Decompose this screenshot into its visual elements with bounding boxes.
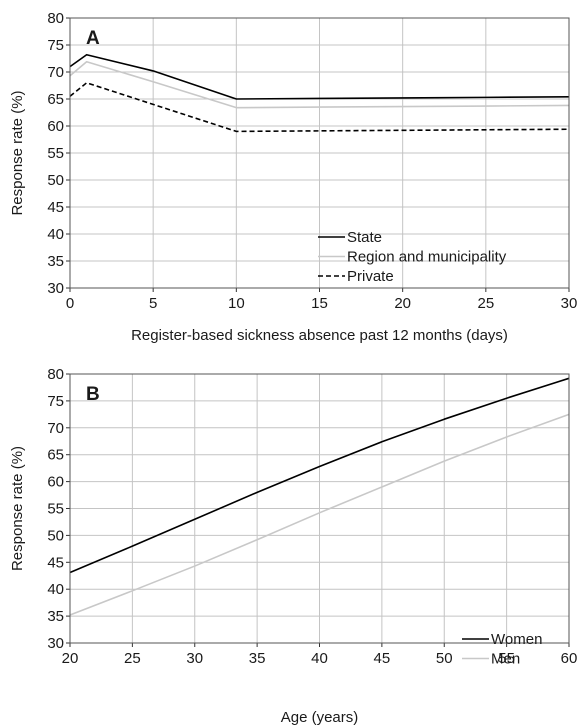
x-tick-label: 25 [124, 650, 141, 667]
panel-a: 30 35 40 45 50 55 60 65 70 75 80 0 5 10 15 20 25 30 A State… [9, 10, 577, 344]
panel-label: B [86, 384, 100, 405]
y-tick-label: 75 [47, 393, 64, 410]
x-tick-label: 20 [62, 650, 79, 667]
y-tick-label: 40 [47, 581, 64, 598]
x-tick-label: 50 [436, 650, 453, 667]
series-line-0 [69, 377, 570, 574]
y-axis-label: Response rate (%) [9, 446, 26, 571]
x-tick-label: 35 [249, 650, 266, 667]
y-tick-label: 55 [47, 501, 64, 518]
y-tick-label: 30 [47, 635, 64, 652]
y-tick-label: 35 [47, 253, 64, 270]
y-tick-label: 45 [47, 554, 64, 571]
y-tick-label: 35 [47, 608, 64, 625]
x-tick-label: 40 [311, 650, 328, 667]
x-tick-label: 55 [498, 650, 515, 667]
plot-frame [69, 373, 570, 644]
x-tick-label: 5 [149, 295, 157, 312]
x-tick-label: 15 [311, 295, 328, 312]
y-tick-label: 70 [47, 420, 64, 437]
y-tick-label: 50 [47, 172, 64, 189]
x-axis-label: Register-based sickness absence past 12 … [131, 327, 508, 344]
legend-label: Private [347, 268, 394, 285]
x-axis-label: Age (years) [281, 709, 359, 726]
series-line-1 [69, 60, 570, 109]
series-line-0 [69, 53, 570, 100]
legend-label: State [347, 229, 382, 246]
legend-label: Men [491, 651, 520, 668]
y-tick-label: 60 [47, 118, 64, 135]
x-tick-label: 30 [561, 295, 578, 312]
series-line-1 [69, 413, 570, 616]
x-tick-label: 45 [374, 650, 391, 667]
plot-frame [69, 17, 570, 289]
series-line-2 [69, 82, 570, 133]
y-tick-label: 65 [47, 447, 64, 464]
y-tick-label: 70 [47, 64, 64, 81]
panel-label: A [86, 28, 100, 49]
y-tick-label: 65 [47, 91, 64, 108]
y-tick-label: 50 [47, 527, 64, 544]
x-tick-label: 30 [186, 650, 203, 667]
y-axis-label: Response rate (%) [9, 90, 26, 215]
panel-b: 30 35 40 45 50 55 60 65 70 75 80 20 25 30 35 40 45 50 55 60… [9, 366, 577, 726]
y-tick-label: 45 [47, 199, 64, 216]
legend-label: Women [491, 631, 542, 648]
x-tick-label: 20 [394, 295, 411, 312]
y-tick-label: 75 [47, 37, 64, 54]
y-tick-label: 80 [47, 366, 64, 383]
legend-label: Region and municipality [347, 249, 507, 266]
x-tick-label: 0 [66, 295, 74, 312]
x-tick-label: 25 [477, 295, 494, 312]
y-tick-label: 30 [47, 280, 64, 297]
x-tick-label: 10 [228, 295, 245, 312]
y-tick-label: 80 [47, 10, 64, 27]
x-tick-label: 60 [561, 650, 578, 667]
y-tick-label: 60 [47, 474, 64, 491]
y-tick-label: 40 [47, 226, 64, 243]
y-tick-label: 55 [47, 145, 64, 162]
